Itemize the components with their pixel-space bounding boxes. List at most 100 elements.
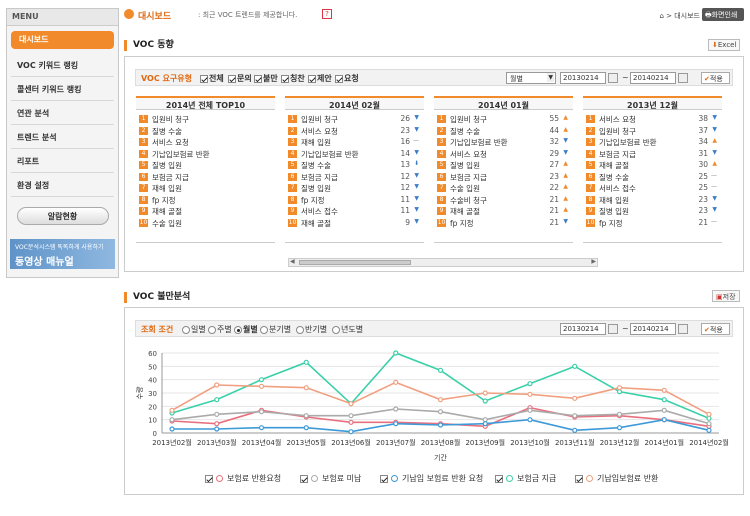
calendar-icon[interactable] [608, 324, 618, 334]
calendar-icon[interactable] [608, 73, 618, 83]
save-icon: ▣ [716, 293, 723, 301]
legend-checkbox[interactable] [300, 474, 308, 483]
ranking-row[interactable]: 8 수술비 청구 21 ▲ [434, 194, 573, 206]
radio-half[interactable]: 반기별 [296, 324, 327, 335]
keyword-count: 22 [549, 183, 559, 192]
ranking-row[interactable]: 3 재해 입원 16— [285, 136, 424, 148]
dissat-date-to[interactable]: 20140214 [630, 323, 676, 335]
legend-checkbox[interactable] [205, 474, 213, 483]
ranking-row[interactable]: 2 질병 수술 [136, 125, 275, 137]
ranking-row[interactable]: 1 입원비 청구 55 ▲ [434, 113, 573, 125]
excel-button[interactable]: ⬇Excel [708, 39, 741, 51]
keyword-label: 재해 입원 [301, 138, 331, 147]
sidebar-item-report[interactable]: 리포트 [11, 149, 114, 173]
ranking-row[interactable]: 8 fp 지정 11 ▼ [285, 194, 424, 206]
sidebar-item-dashboard[interactable]: 대시보드 [11, 31, 114, 49]
radio-yearly[interactable]: 년도별 [332, 324, 363, 335]
help-icon[interactable]: ? [322, 9, 332, 19]
legend-item[interactable]: 보험료 미납 [300, 473, 361, 484]
legend-item[interactable]: 기납입 보험료 반환 요청 [380, 473, 483, 484]
date-to-input[interactable]: 20140214 [630, 72, 676, 84]
legend-item[interactable]: 기납입보험료 반환 [575, 473, 658, 484]
ranking-row[interactable]: 6 보험금 지급 12 ▼ [285, 171, 424, 183]
ranking-row[interactable]: 4 기납입보험료 반환 14 ▼ [285, 148, 424, 160]
legend-item[interactable]: 보험금 지급 [495, 473, 556, 484]
calendar-icon[interactable] [678, 73, 688, 83]
ranking-row[interactable]: 10 수술 입원 [136, 217, 275, 229]
calendar-icon[interactable] [678, 324, 688, 334]
ranking-row[interactable]: 9 서비스 접수 11 ▼ [285, 205, 424, 217]
sidebar-item-association[interactable]: 연관 분석 [11, 101, 114, 125]
ranking-row[interactable]: 1 입원비 청구 26 ▼ [285, 113, 424, 125]
legend-marker-icon [506, 475, 513, 482]
ranking-row[interactable]: 7 질병 입원 12 ▼ [285, 182, 424, 194]
ranking-row[interactable]: 7 재해 입원 [136, 182, 275, 194]
type-suggestion-checkbox[interactable]: 제안 [308, 73, 332, 84]
ranking-row[interactable]: 4 기납입보험료 반환 [136, 148, 275, 160]
ranking-row[interactable]: 2 입원비 청구 37 ▼ [583, 125, 722, 137]
dissat-apply-button[interactable]: ✔적용 [701, 323, 730, 335]
ranking-row[interactable]: 5 재해 골절 30 ▲ [583, 159, 722, 171]
ranking-row[interactable]: 8 재해 입원 23 ▼ [583, 194, 722, 206]
sidebar-item-voc-keyword[interactable]: VOC 키워드 랭킹 [11, 53, 114, 77]
dashboard-icon [124, 9, 134, 19]
date-from-input[interactable]: 20130214 [560, 72, 606, 84]
type-complaint-checkbox[interactable]: 불만 [254, 73, 278, 84]
ranking-row[interactable]: 3 기납입보험료 반환 34 ▲ [583, 136, 722, 148]
scroll-thumb[interactable] [299, 260, 411, 265]
ranking-row[interactable]: 3 기납입보험료 반환 32 ▼ [434, 136, 573, 148]
ranking-row[interactable]: 5 질병 수술 13 ⬇ [285, 159, 424, 171]
scroll-left-icon[interactable]: ◀ [290, 258, 295, 265]
ranking-row[interactable]: 4 보험금 지급 31 ▼ [583, 148, 722, 160]
period-select[interactable]: 월별 [506, 72, 556, 84]
ranking-row[interactable]: 6 질병 수술 25— [583, 171, 722, 183]
radio-weekly[interactable]: 주별 [208, 324, 232, 335]
horizontal-scrollbar[interactable]: ◀ ▶ [288, 258, 598, 267]
legend-item[interactable]: 보험료 반환요청 [205, 473, 281, 484]
radio-quarterly[interactable]: 분기별 [260, 324, 291, 335]
home-icon[interactable]: ⌂ [659, 12, 664, 20]
type-praise-checkbox[interactable]: 칭찬 [281, 73, 305, 84]
ranking-row[interactable]: 3 서비스 요청 [136, 136, 275, 148]
ranking-row[interactable]: 7 수술 입원 22 ▲ [434, 182, 573, 194]
ranking-row[interactable]: 9 재해 골절 [136, 205, 275, 217]
ranking-row[interactable]: 10 재해 골절 9 ▼ [285, 217, 424, 229]
legend-checkbox[interactable] [380, 474, 388, 483]
ranking-row[interactable]: 9 질병 입원 23 ▼ [583, 205, 722, 217]
ranking-row[interactable]: 6 보험금 지급 23 ▲ [434, 171, 573, 183]
ranking-row[interactable]: 5 질병 입원 [136, 159, 275, 171]
ranking-row[interactable]: 7 서비스 접수 25— [583, 182, 722, 194]
data-point [169, 426, 175, 432]
apply-button[interactable]: ✔적용 [701, 72, 730, 84]
save-button[interactable]: ▣저장 [712, 290, 740, 302]
sidebar-item-settings[interactable]: 환경 설정 [11, 173, 114, 197]
dissat-date-from[interactable]: 20130214 [560, 323, 606, 335]
type-request-checkbox[interactable]: 요청 [335, 73, 359, 84]
ranking-row[interactable]: 5 질병 입원 27 ▲ [434, 159, 573, 171]
ranking-row[interactable]: 9 재해 골절 21 ▲ [434, 205, 573, 217]
ranking-row[interactable]: 1 서비스 요청 38 ▼ [583, 113, 722, 125]
radio-daily[interactable]: 일별 [182, 324, 206, 335]
radio-monthly[interactable]: 월별 [234, 324, 258, 335]
ranking-row[interactable]: 2 질병 수술 44 ▲ [434, 125, 573, 137]
ranking-row[interactable]: 1 입원비 청구 [136, 113, 275, 125]
scroll-right-icon[interactable]: ▶ [591, 258, 596, 265]
sidebar-item-callcenter-keyword[interactable]: 콜센터 키워드 랭킹 [11, 77, 114, 101]
type-all-checkbox[interactable]: 전체 [200, 73, 224, 84]
rank-badge: 5 [437, 161, 446, 169]
ranking-row[interactable]: 10 fp 지정 21— [583, 217, 722, 229]
ranking-row[interactable]: 4 서비스 요청 29 ▼ [434, 148, 573, 160]
ranking-row[interactable]: 8 fp 지정 [136, 194, 275, 206]
legend-checkbox[interactable] [575, 474, 583, 483]
sidebar-item-trend[interactable]: 트렌드 분석 [11, 125, 114, 149]
legend-label: 보험료 반환요청 [227, 474, 282, 483]
alarm-status-button[interactable]: 알람현황 [16, 207, 109, 225]
print-button[interactable]: 🖶화면인쇄 [702, 8, 744, 21]
ranking-row[interactable]: 10 fp 지정 21 ▼ [434, 217, 573, 229]
ranking-row[interactable]: 2 서비스 요청 23 ▼ [285, 125, 424, 137]
legend-checkbox[interactable] [495, 474, 503, 483]
type-inquiry-checkbox[interactable]: 문의 [228, 73, 252, 84]
page-title: 대시보드 [138, 12, 172, 22]
video-manual-banner[interactable]: VOC분석시스템 똑똑하게 사용하기 동영상 매뉴얼 [10, 239, 115, 269]
ranking-row[interactable]: 6 보험금 지급 [136, 171, 275, 183]
